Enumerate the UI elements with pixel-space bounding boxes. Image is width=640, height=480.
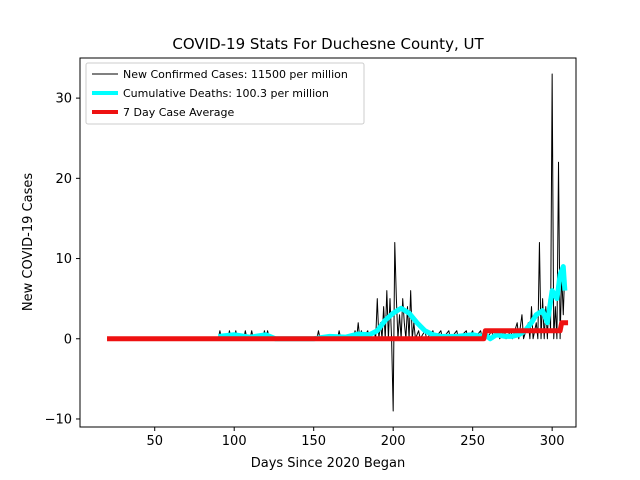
legend-label-case-average: 7 Day Case Average xyxy=(123,106,235,119)
series-new-cases xyxy=(107,73,566,412)
y-axis: −10 0 10 20 30 xyxy=(45,92,80,427)
y-axis-title: New COVID-19 Cases xyxy=(21,173,36,311)
chart-title: COVID-19 Stats For Duchesne County, UT xyxy=(172,35,484,53)
x-axis-title: Days Since 2020 Began xyxy=(251,456,406,471)
x-tick-label: 300 xyxy=(540,434,565,449)
y-tick-label: 20 xyxy=(55,172,72,187)
y-tick-label: 30 xyxy=(55,92,72,107)
x-tick-label: 100 xyxy=(222,434,247,449)
series-case-average xyxy=(107,320,569,342)
x-tick-label: 150 xyxy=(301,434,326,449)
x-tick-label: 200 xyxy=(381,434,406,449)
y-tick-label: 0 xyxy=(64,332,72,347)
legend-box xyxy=(85,62,365,125)
x-axis: 50 100 150 200 250 300 xyxy=(146,427,565,449)
legend-label-deaths: Cumulative Deaths: 100.3 per million xyxy=(123,87,329,100)
legend: New Confirmed Cases: 11500 per million C… xyxy=(85,62,365,125)
y-tick-label: 10 xyxy=(55,252,72,267)
x-tick-label: 250 xyxy=(460,434,485,449)
x-tick-label: 50 xyxy=(146,434,163,449)
plot-area xyxy=(107,73,569,412)
y-tick-label: −10 xyxy=(45,412,72,427)
plot-frame xyxy=(79,57,577,428)
series-layer xyxy=(107,73,569,412)
legend-label-new-cases: New Confirmed Cases: 11500 per million xyxy=(123,68,348,81)
